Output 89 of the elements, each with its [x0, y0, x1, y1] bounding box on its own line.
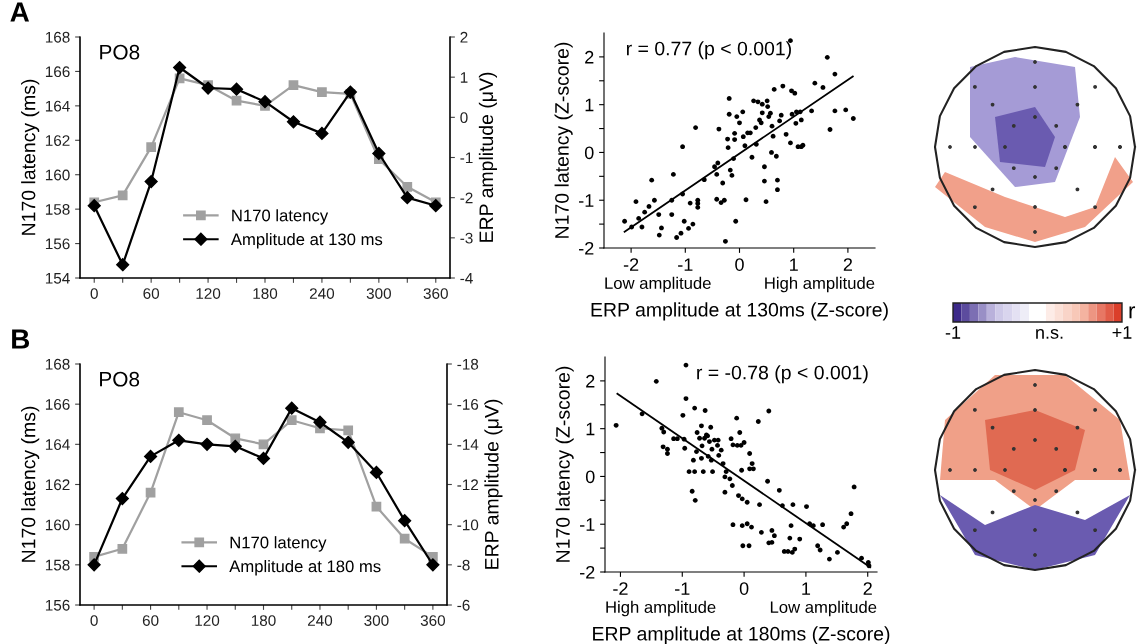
text: High amplitude: [765, 276, 875, 293]
y2-axis-title: ERP amplitude (μV): [478, 72, 497, 242]
x-tick-label: 240: [307, 615, 333, 626]
x-tick-label: 360: [420, 615, 446, 626]
chart-title: A: [10, 2, 30, 22]
chart-title: B: [12, 329, 30, 349]
y2-tick-label: 2: [460, 31, 468, 43]
y2-tick-label: -12: [457, 479, 479, 491]
x-tick-label: 2: [843, 258, 853, 271]
y-tick-label: 0: [584, 146, 594, 160]
y2-tick-label: -1: [460, 152, 473, 164]
x-tick-label: 180: [251, 615, 276, 626]
y-tick-label: 154: [45, 273, 70, 284]
y-tick-label: 156: [45, 238, 70, 250]
x-tick-label: 1: [790, 258, 798, 271]
text: Low amplitude: [605, 276, 711, 293]
y-tick-label: 156: [45, 599, 70, 611]
text: High amplitude: [606, 600, 716, 617]
text: -1: [945, 326, 961, 339]
x-tick-label: -1: [675, 582, 690, 595]
x-tick-label: -2: [613, 582, 628, 595]
y2-tick-label: -8: [457, 559, 470, 571]
legend-label: Amplitude at 130 ms: [230, 233, 383, 249]
y-axis-title: N170 latency (ms): [21, 406, 40, 562]
x-tick-label: 2: [863, 582, 872, 595]
x-tick-label: 360: [423, 288, 448, 299]
annotation: r = 0.77 (p < 0.001): [626, 41, 791, 60]
y-tick-label: 166: [45, 399, 70, 410]
y2-tick-label: 0: [460, 112, 468, 124]
y2-axis-title: ERP amplitude (μV): [484, 399, 503, 569]
text: n.s.: [1036, 328, 1063, 339]
y2-tick-label: -18: [457, 358, 479, 370]
y-axis-title: N170 latency (Z-score): [554, 42, 573, 238]
text: r: [1129, 306, 1136, 319]
x-axis-title: ERP amplitude at 180ms (Z-score): [593, 626, 890, 644]
x-tick-label: 0: [739, 582, 749, 595]
x-tick-label: -1: [678, 258, 693, 271]
annotation: r = -0.78 (p < 0.001): [697, 365, 868, 384]
y-tick-label: 168: [45, 358, 70, 370]
x-tick-label: 0: [90, 288, 98, 299]
x-axis-title: ERP amplitude at 130ms (Z-score): [591, 302, 888, 321]
y-tick-label: 160: [45, 519, 70, 531]
y2-tick-label: -4: [460, 273, 473, 284]
y-tick-label: 2: [585, 50, 594, 64]
y-tick-label: -2: [580, 565, 595, 579]
y2-tick-label: -16: [457, 399, 479, 410]
y-tick-label: 164: [45, 439, 70, 451]
annotation: PO8: [100, 44, 140, 60]
text: Low amplitude: [770, 600, 877, 617]
x-tick-label: 0: [735, 258, 744, 271]
x-tick-label: 0: [90, 615, 98, 626]
legend-label: N170 latency: [230, 536, 327, 552]
y-tick-label: 162: [45, 135, 70, 146]
y-tick-label: 0: [585, 470, 595, 484]
y2-tick-label: -2: [460, 192, 473, 204]
y-tick-label: 166: [45, 66, 70, 78]
y-tick-label: 158: [45, 204, 70, 215]
y-tick-label: -1: [580, 518, 595, 531]
y-axis-title: N170 latency (Z-score): [555, 366, 574, 562]
y-tick-label: 164: [45, 100, 70, 112]
x-tick-label: 60: [142, 615, 159, 626]
x-tick-label: 120: [195, 615, 220, 626]
y2-tick-label: -10: [457, 519, 479, 531]
x-tick-label: 300: [366, 288, 391, 299]
annotation: PO8: [100, 371, 140, 387]
y-tick-label: -1: [579, 194, 594, 207]
y-tick-label: 1: [586, 422, 595, 436]
y2-tick-label: -14: [457, 439, 479, 450]
y2-tick-label: -6: [457, 599, 470, 611]
x-tick-label: 180: [253, 288, 278, 299]
text: +1: [1112, 326, 1132, 339]
x-tick-label: 60: [143, 288, 160, 299]
x-tick-label: 300: [364, 615, 389, 626]
y-tick-label: 2: [586, 374, 595, 388]
x-tick-label: 240: [309, 288, 335, 299]
x-tick-label: 1: [802, 582, 811, 595]
legend-label: Amplitude at 180 ms: [229, 560, 381, 576]
y2-tick-label: 1: [460, 72, 468, 83]
y-tick-label: 160: [45, 169, 70, 181]
legend-label: N170 latency: [232, 209, 329, 225]
y-axis-title: N170 latency (ms): [21, 79, 40, 235]
y-tick-label: 158: [45, 559, 70, 571]
y-tick-label: 162: [45, 479, 70, 491]
y-tick-label: 168: [45, 31, 70, 43]
y-tick-label: 1: [585, 98, 594, 112]
y-tick-label: -2: [579, 241, 594, 255]
x-tick-label: -2: [623, 258, 639, 271]
y2-tick-label: -3: [460, 232, 473, 244]
x-tick-label: 120: [196, 288, 221, 299]
